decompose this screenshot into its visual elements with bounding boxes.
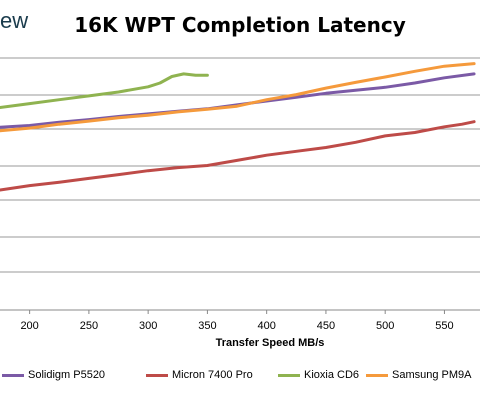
series-line-kioxia-cd6 [0,72,209,109]
x-tick-label: 300 [139,320,157,332]
legend-label: Micron 7400 Pro [172,369,253,381]
brand-logo: ew [0,8,29,33]
series-line-samsung-pm9a [0,62,476,133]
legend-label: Kioxia CD6 [304,369,360,381]
legend-item: Micron 7400 Pro [146,369,253,381]
legend-swatch [146,373,168,377]
legend-swatch [2,373,24,377]
legend-label: Samsung PM9A [392,369,472,381]
gridlines [0,57,480,311]
chart-legend: Solidigm P5520 Micron 7400 Pro Kioxia CD6 S… [0,369,480,389]
x-tick-label: 350 [198,320,216,332]
x-axis: 200 250 300 350 400 450 500 550 [20,310,454,332]
series-lines [0,62,476,192]
legend-swatch [278,373,300,377]
legend-label: Solidigm P5520 [28,369,106,381]
x-tick-label: 250 [80,320,98,332]
x-tick-label: 450 [317,320,335,332]
x-tick-label: 550 [435,320,453,332]
x-tick-label: 400 [257,320,275,332]
x-axis-title: Transfer Speed MB/s [215,337,325,349]
series-line-micron-7400-pro [0,120,476,192]
series-line-solidigm-p5520 [0,72,476,129]
x-tick-label: 200 [20,320,38,332]
legend-item: Kioxia CD6 [278,369,359,381]
chart-title: 16K WPT Completion Latency [74,13,406,37]
legend-item: Solidigm P5520 [2,369,105,381]
x-tick-label: 500 [376,320,394,332]
legend-swatch [366,373,388,377]
legend-item: Samsung PM9A [366,369,471,381]
